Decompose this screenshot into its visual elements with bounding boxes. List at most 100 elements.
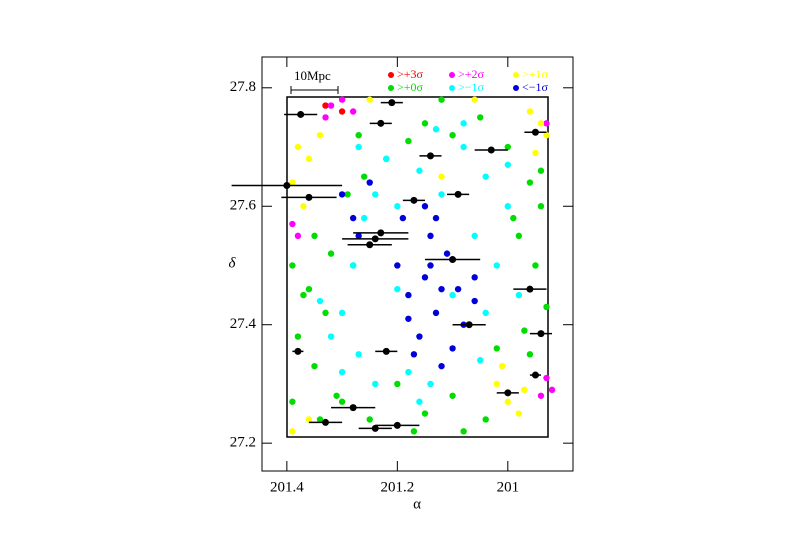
point bbox=[432, 309, 440, 317]
point bbox=[349, 404, 357, 412]
legend-marker bbox=[513, 72, 519, 78]
point bbox=[543, 120, 550, 127]
y-tick-label: 27.2 bbox=[230, 435, 256, 451]
point bbox=[393, 421, 401, 429]
point bbox=[388, 99, 396, 107]
point bbox=[482, 173, 489, 180]
point bbox=[531, 128, 539, 136]
point bbox=[438, 173, 445, 180]
point bbox=[543, 131, 550, 139]
point bbox=[438, 362, 445, 370]
point bbox=[377, 229, 385, 237]
point bbox=[471, 96, 478, 103]
point bbox=[537, 120, 545, 127]
plot-frame bbox=[261, 56, 574, 472]
point bbox=[283, 182, 291, 190]
point bbox=[526, 285, 534, 293]
legend-marker bbox=[513, 85, 519, 91]
point bbox=[289, 179, 296, 186]
point bbox=[366, 96, 373, 103]
legend-label: >+0σ bbox=[397, 80, 424, 94]
point bbox=[548, 386, 556, 394]
point bbox=[371, 424, 379, 432]
x-axis-label: α bbox=[413, 496, 421, 512]
point bbox=[421, 120, 429, 127]
point bbox=[432, 126, 440, 133]
x-tick-label: 201.4 bbox=[270, 479, 304, 495]
legend-label: >+1σ bbox=[522, 67, 549, 81]
point bbox=[322, 309, 329, 317]
point bbox=[487, 146, 495, 154]
point bbox=[493, 380, 500, 388]
point bbox=[322, 102, 329, 109]
point bbox=[482, 416, 489, 423]
point bbox=[504, 389, 512, 397]
point bbox=[289, 262, 296, 269]
point bbox=[460, 143, 467, 151]
point bbox=[305, 416, 313, 423]
point bbox=[327, 333, 335, 340]
y-tick-label: 27.6 bbox=[230, 198, 257, 214]
point bbox=[305, 193, 313, 201]
point bbox=[360, 214, 368, 222]
legend-marker bbox=[388, 72, 394, 78]
point bbox=[438, 285, 445, 293]
point bbox=[421, 203, 429, 210]
legend-label: <−1σ bbox=[522, 80, 549, 94]
point bbox=[504, 398, 512, 405]
point bbox=[405, 291, 412, 299]
point bbox=[383, 155, 390, 163]
point bbox=[316, 297, 324, 305]
scale-bar bbox=[290, 86, 339, 94]
point bbox=[338, 96, 346, 103]
point bbox=[510, 214, 517, 222]
point bbox=[371, 235, 379, 243]
point bbox=[460, 428, 467, 435]
point bbox=[377, 119, 385, 127]
point bbox=[349, 108, 357, 115]
point bbox=[427, 232, 434, 240]
point bbox=[311, 362, 318, 370]
legend-marker bbox=[449, 85, 455, 91]
point bbox=[372, 191, 379, 198]
point bbox=[471, 274, 478, 281]
point bbox=[426, 152, 434, 160]
point bbox=[449, 256, 457, 264]
point bbox=[338, 309, 346, 317]
point bbox=[316, 131, 324, 139]
point bbox=[493, 262, 500, 269]
point bbox=[405, 137, 412, 145]
x-tick-label: 201.2 bbox=[380, 479, 414, 495]
point bbox=[438, 96, 445, 103]
point bbox=[449, 131, 456, 139]
point bbox=[355, 143, 362, 151]
point bbox=[471, 297, 478, 305]
point bbox=[504, 143, 512, 151]
point bbox=[349, 262, 357, 269]
point bbox=[432, 214, 440, 222]
y-tick-label: 27.8 bbox=[230, 79, 256, 95]
point bbox=[294, 143, 302, 151]
point bbox=[543, 374, 550, 382]
point bbox=[372, 380, 379, 388]
legend-label: >+2σ bbox=[458, 67, 485, 81]
point bbox=[405, 368, 412, 376]
point bbox=[338, 368, 346, 376]
point bbox=[416, 398, 423, 405]
point bbox=[289, 220, 296, 228]
point bbox=[311, 232, 318, 240]
scale-label: 10Mpc bbox=[294, 68, 331, 83]
point bbox=[344, 191, 351, 198]
point bbox=[515, 291, 523, 299]
point bbox=[515, 232, 523, 240]
point bbox=[305, 285, 313, 293]
point bbox=[454, 285, 462, 293]
point bbox=[366, 241, 374, 249]
point bbox=[349, 214, 357, 222]
point bbox=[537, 203, 545, 210]
point bbox=[526, 108, 534, 115]
point bbox=[297, 110, 305, 118]
point bbox=[294, 347, 302, 355]
point bbox=[394, 380, 401, 388]
point bbox=[355, 131, 362, 139]
